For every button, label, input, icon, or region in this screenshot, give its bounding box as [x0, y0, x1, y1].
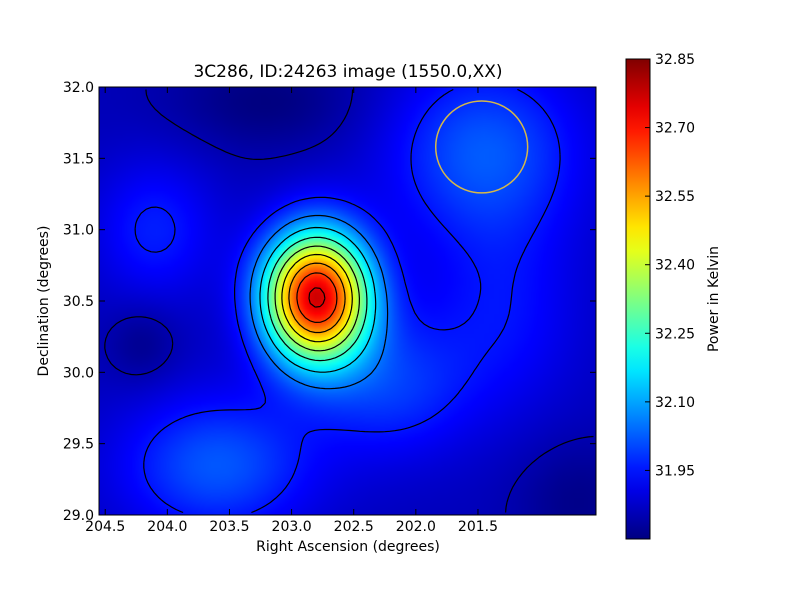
y-tick-label: 30.5 [63, 294, 94, 310]
heatmap-image [99, 87, 596, 515]
y-tick-label: 30.0 [63, 365, 94, 381]
x-tick-label: 204.5 [85, 519, 125, 535]
colorbar-tick-label: 32.25 [655, 326, 695, 342]
x-tick-label: 204.0 [147, 519, 187, 535]
x-axis: 204.5 204.0 203.5 203.0 202.5 202.0 201.5 [85, 87, 498, 535]
contour-lines [104, 88, 594, 514]
colorbar-gradient [626, 59, 650, 539]
colorbar-tick-label: 32.85 [655, 52, 695, 68]
colorbar: 31.95 32.10 32.25 32.40 32.55 32.70 32.85 [625, 52, 695, 540]
y-axis-label: Declination (degrees) [36, 226, 52, 377]
plot-title: 3C286, ID:24263 image (1550.0,XX) [193, 62, 502, 82]
x-tick-label: 201.5 [458, 519, 498, 535]
contour-line [274, 245, 360, 352]
colorbar-label: Power in Kelvin [706, 246, 722, 352]
contour-line [296, 272, 338, 323]
x-tick-label: 203.0 [272, 519, 312, 535]
contour-line [281, 253, 353, 343]
y-tick-label: 32.0 [63, 80, 94, 96]
x-tick-label: 203.5 [209, 519, 249, 535]
colorbar-tick-label: 32.40 [655, 258, 695, 274]
contour-line [249, 214, 389, 390]
contour-line [288, 262, 346, 334]
beam-circle [434, 100, 529, 194]
y-axis: 29.0 29.5 30.0 30.5 31.0 31.5 32.0 [63, 80, 596, 524]
x-axis-label: Right Ascension (degrees) [256, 539, 440, 555]
y-tick-label: 29.5 [63, 437, 94, 453]
contour-line [259, 226, 377, 373]
colorbar-tick-label: 32.10 [655, 395, 695, 411]
y-tick-label: 31.5 [63, 151, 94, 167]
contour-line [308, 287, 326, 308]
contour-line [104, 89, 594, 513]
x-tick-label: 202.0 [396, 519, 436, 535]
colorbar-tick-label: 32.70 [655, 121, 695, 137]
colorbar-frame [625, 58, 651, 540]
contour-line [267, 236, 368, 362]
y-tick-label: 31.0 [63, 223, 94, 239]
colorbar-tick-label: 32.55 [655, 189, 695, 205]
contour-line [134, 88, 561, 514]
plot-area [98, 86, 597, 516]
colorbar-tick-label: 31.95 [655, 463, 695, 479]
y-tick-label: 29.0 [63, 508, 94, 524]
x-tick-label: 202.5 [334, 519, 374, 535]
